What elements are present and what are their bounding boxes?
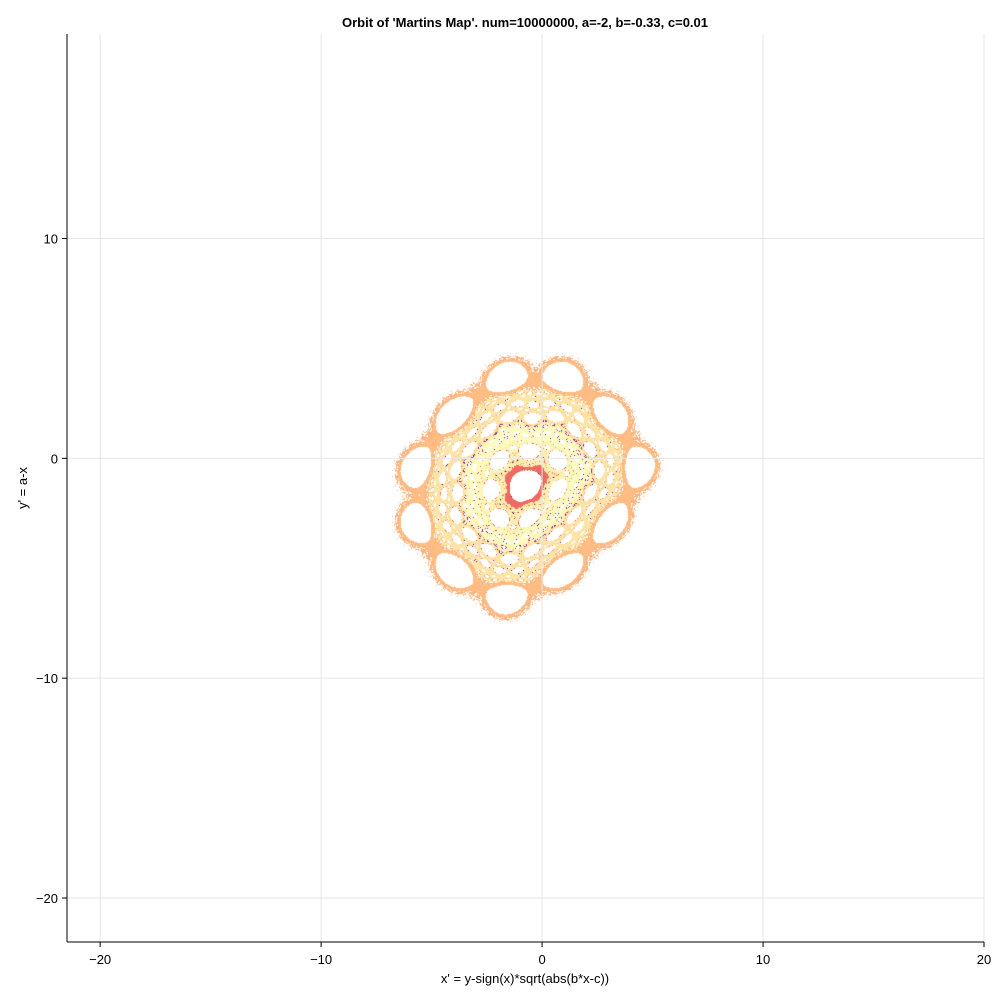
y-tick-label: −10 bbox=[36, 671, 58, 686]
grid-layer bbox=[67, 34, 985, 942]
orbit-scatter-points bbox=[67, 34, 984, 942]
x-tick-label: 0 bbox=[538, 952, 545, 967]
x-tick-label: −10 bbox=[310, 952, 332, 967]
y-axis-label: y' = a-x bbox=[15, 467, 30, 509]
y-tick-label: −20 bbox=[36, 891, 58, 906]
frame-layer bbox=[66, 34, 984, 943]
tick-layer: −20 −10 0 10 20 −20 −10 0 10 bbox=[36, 231, 991, 967]
x-tick-label: 10 bbox=[756, 952, 770, 967]
chart-title: Orbit of 'Martins Map'. num=10000000, a=… bbox=[342, 15, 708, 30]
x-tick-label: 20 bbox=[977, 952, 991, 967]
y-tick-label: 0 bbox=[51, 451, 58, 466]
x-axis-label: x' = y-sign(x)*sqrt(abs(b*x-c)) bbox=[441, 971, 609, 986]
x-tick-label: −20 bbox=[89, 952, 111, 967]
y-tick-label: 10 bbox=[44, 231, 58, 246]
